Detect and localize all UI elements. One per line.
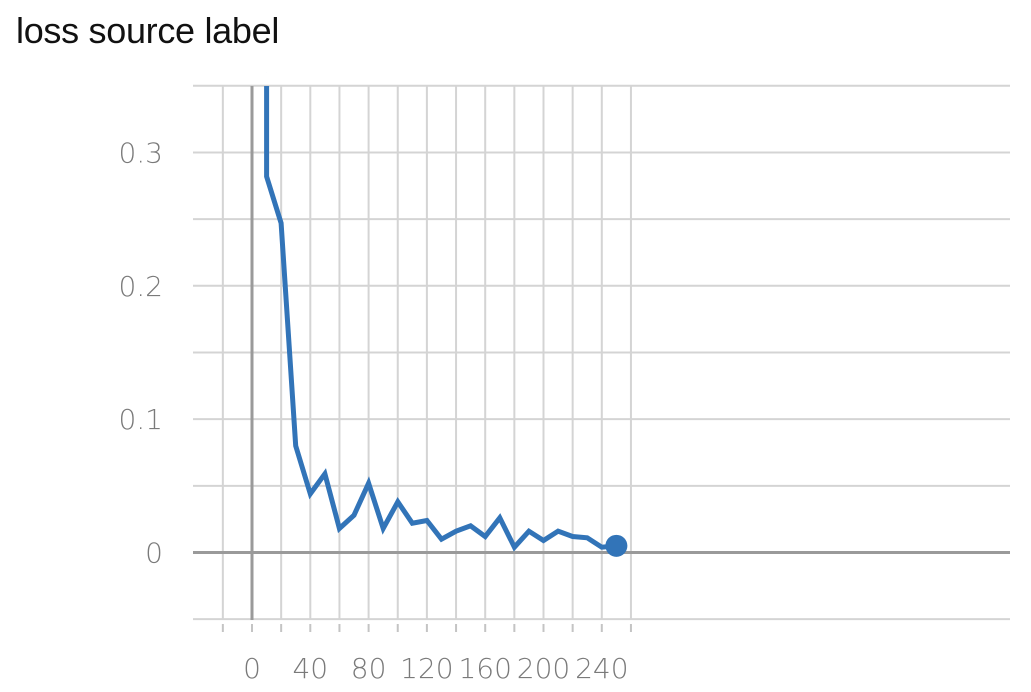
y-tick-label: 0.3 xyxy=(118,136,163,169)
x-tick-label: 80 xyxy=(351,652,387,685)
y-tick-label: 0.1 xyxy=(118,403,163,436)
x-tick-label: 160 xyxy=(458,652,511,685)
y-tick-label: 0.2 xyxy=(118,270,163,303)
axis-layer xyxy=(193,86,1010,632)
chart-title: loss source label xyxy=(16,10,280,51)
last-point-marker xyxy=(605,534,628,557)
x-tick-label: 0 xyxy=(243,652,261,685)
grid-layer xyxy=(193,84,1010,621)
x-tick-label: 240 xyxy=(575,652,628,685)
label-layer: 0 40 80 120 160 200 240 0 0.1 0.2 0.3 xyxy=(118,136,628,685)
y-tick-label: 0 xyxy=(145,537,163,570)
series-line xyxy=(264,86,617,552)
x-tick-label: 40 xyxy=(292,652,328,685)
line-layer xyxy=(264,72,628,557)
x-tick-label: 200 xyxy=(517,652,570,685)
x-tick-label: 120 xyxy=(400,652,453,685)
